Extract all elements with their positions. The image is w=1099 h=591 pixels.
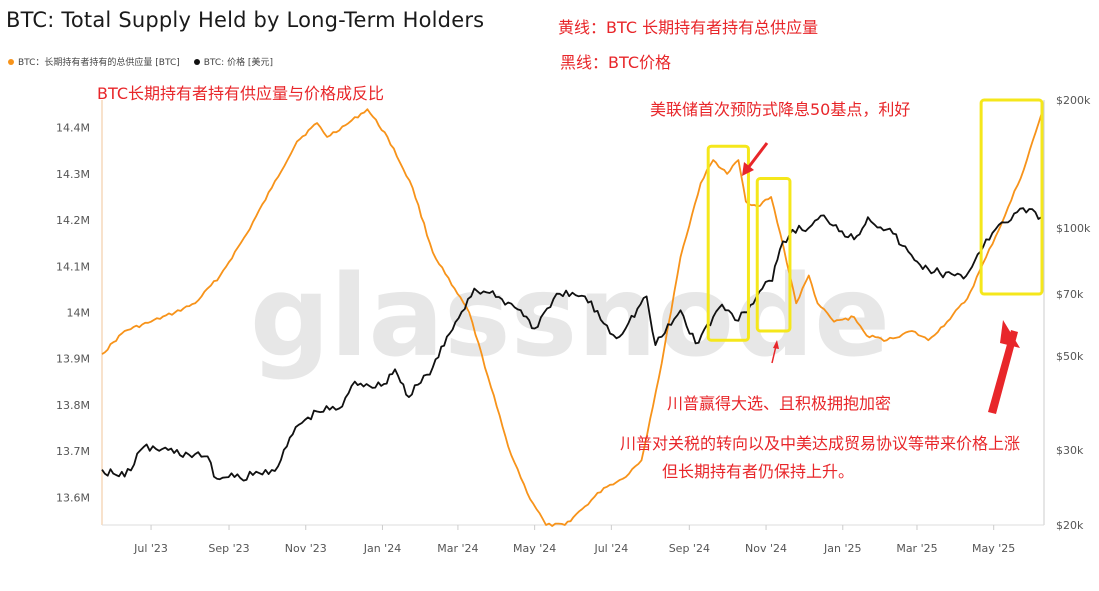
- y-right-tick-label: $20k: [1056, 519, 1084, 532]
- x-tick-label: Sep '24: [669, 542, 710, 555]
- highlight-box: [979, 98, 1044, 296]
- x-tick-label: Jan '24: [363, 542, 401, 555]
- y-left-tick-label: 14M: [67, 307, 91, 320]
- arrow-fed-head-icon: [742, 162, 754, 176]
- x-tick-label: Mar '25: [896, 542, 937, 555]
- annotation-trump-election: 川普赢得大选、且积极拥抱加密: [667, 394, 892, 413]
- legend-supply-dot: [8, 58, 14, 65]
- annotation-yellow-line: 黄线：BTC 长期持有者持有总供应量: [558, 18, 819, 37]
- x-tick-label: Mar '24: [437, 542, 478, 555]
- x-tick-label: Sep '23: [208, 542, 249, 555]
- y-left-tick-label: 13.8M: [56, 399, 90, 412]
- y-right-tick-label: $50k: [1056, 350, 1084, 363]
- x-tick-label: Jul '23: [133, 542, 168, 555]
- annotation-fed-cut: 美联储首次预防式降息50基点，利好: [650, 100, 911, 119]
- legend: BTC：长期持有者持有的总供应量 [BTC] BTC: 价格 [美元]: [8, 55, 273, 68]
- chart-title: BTC: Total Supply Held by Long-Term Hold…: [6, 8, 485, 32]
- annotation-tariff-2: 但长期持有者仍保持上升。: [662, 462, 855, 481]
- price-series-line: [101, 207, 1042, 482]
- y-right-tick-label: $30k: [1056, 444, 1084, 457]
- y-left-tick-label: 14.2M: [56, 214, 90, 227]
- annotation-tariff-1: 川普对关税的转向以及中美达成贸易协议等带来价格上涨: [620, 434, 1021, 453]
- y-right-tick-label: $200k: [1056, 94, 1091, 107]
- y-right-tick-labels: $20k $30k $50k $70k $100k $200k: [1056, 94, 1091, 532]
- x-tick-label: Nov '24: [745, 542, 787, 555]
- x-tick-label: Nov '23: [285, 542, 327, 555]
- x-tick-label: Jul '24: [593, 542, 628, 555]
- x-tick-label: May '25: [972, 542, 1015, 555]
- annotation-inverse: BTC长期持有者持有供应量与价格成反比: [97, 84, 384, 103]
- annotation-arrows: [742, 142, 1020, 414]
- legend-item-price[interactable]: BTC: 价格 [美元]: [193, 55, 273, 68]
- watermark: glassnode: [250, 252, 890, 382]
- legend-supply-label: BTC：长期持有者持有的总供应量 [BTC]: [18, 58, 180, 68]
- highlight-boxes: [706, 98, 1044, 342]
- x-tick-labels: Jul '23 Sep '23 Nov '23 Jan '24 Mar '24 May '…: [133, 525, 1015, 555]
- arrow-election-head-icon: [773, 340, 779, 349]
- y-left-tick-labels: 13.6M 13.7M 13.8M 13.9M 14M 14.1M 14.2M 14.3M 14…: [56, 122, 90, 505]
- legend-price-dot: [193, 58, 200, 65]
- y-right-tick-label: $100k: [1056, 222, 1091, 235]
- y-left-tick-label: 13.7M: [56, 445, 90, 458]
- arrow-fed-icon: [746, 142, 769, 169]
- legend-price-label: BTC: 价格 [美元]: [203, 58, 273, 68]
- x-tick-label: May '24: [513, 542, 556, 555]
- legend-item-supply[interactable]: BTC：长期持有者持有的总供应量 [BTC]: [8, 55, 180, 68]
- y-left-tick-label: 14.1M: [56, 260, 90, 273]
- annotation-black-line: 黑线：BTC价格: [560, 53, 671, 72]
- arrow-tariff-head-icon: [1000, 320, 1020, 348]
- y-right-tick-label: $70k: [1056, 288, 1084, 301]
- supply-series-line: [101, 108, 1043, 527]
- x-tick-label: Jan '25: [823, 542, 861, 555]
- y-left-tick-label: 14.4M: [56, 122, 90, 135]
- y-left-tick-label: 13.6M: [56, 491, 90, 504]
- highlight-box: [755, 177, 792, 333]
- y-left-tick-label: 13.9M: [56, 353, 90, 366]
- arrow-election-icon: [771, 345, 777, 364]
- arrow-tariff-icon: [988, 330, 1018, 414]
- y-left-tick-label: 14.3M: [56, 168, 90, 181]
- highlight-box: [706, 144, 750, 342]
